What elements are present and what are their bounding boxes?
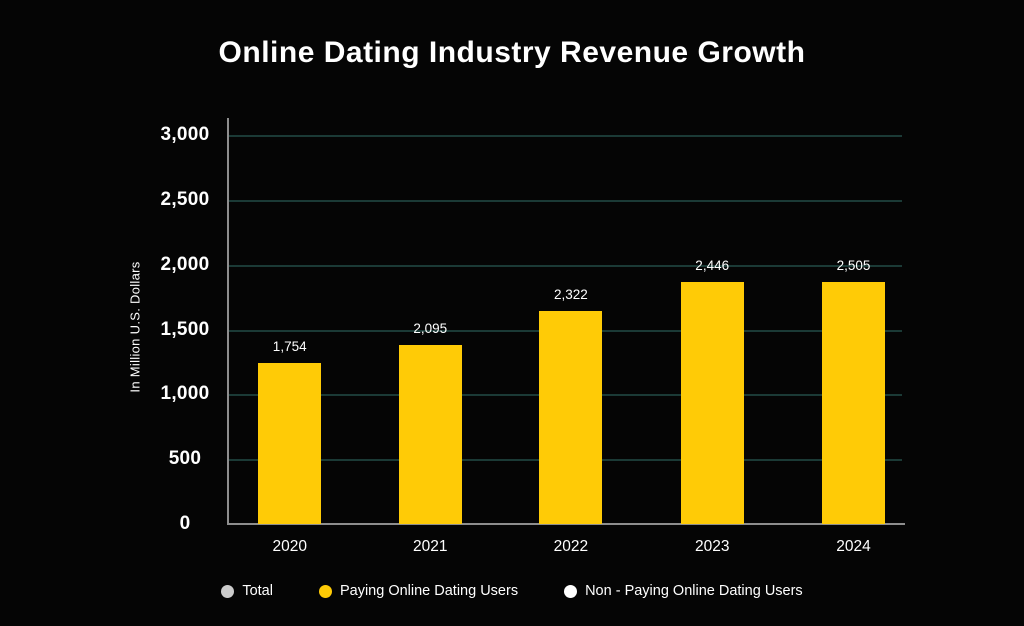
y-tick-label: 2,000 — [160, 253, 210, 275]
y-tick-label: 500 — [168, 448, 202, 470]
bar-2022 — [539, 311, 603, 524]
legend-item-non-paying-online-dating-users: Non - Paying Online Dating Users — [564, 583, 803, 599]
y-axis-line — [227, 118, 229, 525]
y-tick-label: 0 — [179, 513, 191, 534]
bar-2020 — [258, 362, 322, 524]
bar-value-label: 2,446 — [695, 257, 730, 273]
x-axis-label: 2024 — [836, 538, 871, 555]
x-axis-label: 2022 — [553, 538, 589, 555]
legend-item-total: Total — [221, 583, 273, 599]
legend-label: Non - Paying Online Dating Users — [585, 583, 803, 599]
y-tick-label: 1,500 — [160, 318, 210, 340]
legend-dot-total — [221, 584, 235, 598]
x-axis-labels: 2020 2021 2022 2023 2024 — [229, 538, 902, 558]
bar-value-label: 1,754 — [272, 338, 307, 354]
bar-2023 — [680, 281, 744, 524]
legend-dot-non-paying-online-dating-users — [564, 584, 578, 598]
bar-2024 — [822, 281, 886, 524]
x-axis-label: 2023 — [694, 538, 730, 555]
bar-2021 — [398, 345, 462, 524]
bar-value-label: 2,095 — [413, 321, 448, 337]
legend: Total Paying Online Dating Users Non - Pay… — [0, 583, 1024, 599]
x-axis-line — [227, 523, 905, 525]
y-tick-label: 2,500 — [160, 188, 210, 210]
bar-value-label: 2,322 — [553, 287, 588, 303]
y-axis-tick-labels: 3,000 2,500 2,000 1,500 1,000 500 0 — [120, 124, 250, 534]
gridline — [229, 199, 902, 202]
bar-value-label: 2,505 — [836, 257, 871, 273]
legend-label: Total — [242, 583, 273, 599]
y-tick-label: 1,000 — [160, 383, 210, 405]
legend-item-paying-online-dating-users: Paying Online Dating Users — [318, 583, 519, 599]
chart-title: Online Dating Industry Revenue Growth — [218, 36, 806, 69]
gridline — [229, 135, 902, 137]
x-axis-label: 2020 — [272, 538, 307, 555]
y-tick-label: 3,000 — [160, 124, 210, 145]
x-axis-label: 2021 — [412, 538, 448, 555]
gridline — [229, 264, 902, 267]
legend-dot-paying-online-dating-users — [318, 584, 332, 598]
plot-area: 1,754 2,095 2,322 2,446 2,505 — [229, 135, 902, 524]
legend-label: Paying Online Dating Users — [339, 583, 519, 599]
